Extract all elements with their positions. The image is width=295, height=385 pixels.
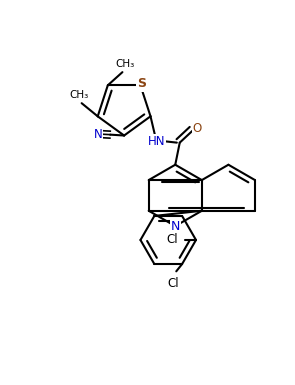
Text: CH₃: CH₃ [69,90,88,100]
Text: N: N [94,127,102,141]
Text: S: S [137,77,146,90]
Text: HN: HN [148,135,165,148]
Text: Cl: Cl [167,233,178,246]
Text: N: N [171,219,180,233]
Text: Cl: Cl [168,277,179,290]
Text: O: O [193,122,202,134]
Text: CH₃: CH₃ [116,59,135,69]
